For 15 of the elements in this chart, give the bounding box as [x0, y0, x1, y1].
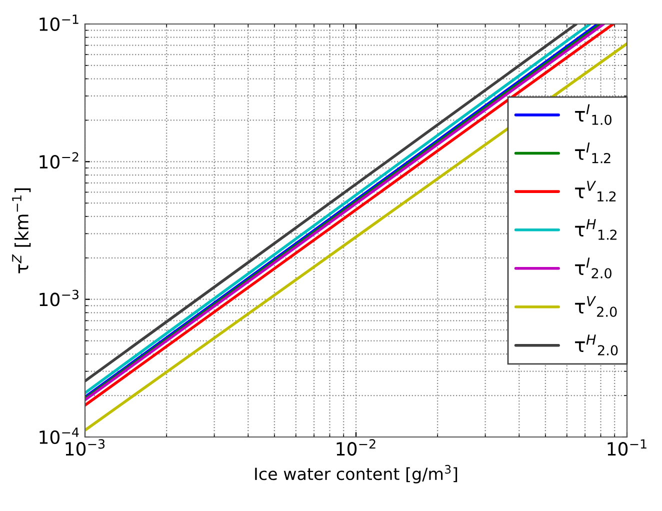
legend-label: τ$^{V}$$_{1.2}$	[575, 180, 616, 202]
legend-label: τ$^{I}$$_{1.2}$	[575, 142, 610, 164]
y-axis-title: τ$^{Z}$ [km$^{−1}$]	[12, 188, 31, 274]
legend-label: τ$^{I}$$_{2.0}$	[575, 258, 612, 278]
legend-label: τ$^{V}$$_{2.0}$	[575, 296, 617, 317]
legend-label: τ$^{H}$$_{1.2}$	[575, 219, 616, 240]
legend-label: τ$^{H}$$_{2.0}$	[575, 334, 618, 356]
x-tick-label: 10$^{−1}$	[608, 439, 646, 456]
y-tick-label: 10$^{−2}$	[40, 152, 78, 169]
x-tick-label: 10$^{−2}$	[336, 439, 376, 456]
legend-label: τ$^{I}$$_{1.0}$	[575, 104, 612, 125]
y-tick-label: 10$^{−3}$	[40, 290, 78, 306]
y-tick-label: 10$^{−1}$	[40, 14, 78, 31]
x-tick-label: 10$^{−3}$	[66, 439, 105, 456]
x-axis-title: Ice water content [g/m$^{3}$]	[255, 464, 458, 484]
